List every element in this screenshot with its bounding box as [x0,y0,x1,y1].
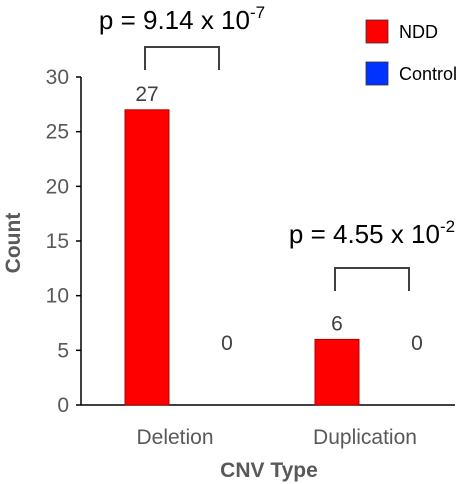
y-tick-label: 15 [46,230,69,253]
bar-ndd-duplication [314,338,360,406]
legend-label: Control [399,64,457,84]
data-labels: 27 6 0 0 [135,83,423,355]
data-label: 27 [135,83,158,106]
y-tick-label: 10 [46,285,69,308]
data-label: 0 [411,332,423,355]
legend-swatch [365,19,389,44]
legend-swatch [365,61,389,86]
x-axis: Deletion Duplication [81,404,455,449]
x-tick-label: Duplication [313,426,417,449]
p-value-label: p = 4.55 x 10-2 [289,217,455,249]
bar-ndd-deletion [124,109,170,406]
x-tick-label: Deletion [136,426,213,449]
data-label: 0 [221,332,233,355]
y-tick-label: 5 [57,339,69,362]
data-label: 6 [331,312,343,335]
y-tick-label: 20 [46,175,69,198]
significance-bracket [144,46,220,70]
significance-annotations: p = 9.14 x 10-7 p = 4.55 x 10-2 [99,3,455,291]
legend-label: NDD [399,22,438,42]
legend: NDD Control [365,19,457,86]
y-axis: 0 5 10 15 20 25 30 [46,66,82,417]
p-value-label: p = 9.14 x 10-7 [99,3,265,35]
y-tick-label: 0 [57,394,69,417]
bars [124,109,360,406]
y-tick-label: 25 [46,121,69,144]
x-axis-title: CNV Type [220,459,318,482]
significance-bracket [334,267,410,291]
y-axis-title: Count [2,213,25,274]
y-tick-label: 30 [46,66,69,89]
